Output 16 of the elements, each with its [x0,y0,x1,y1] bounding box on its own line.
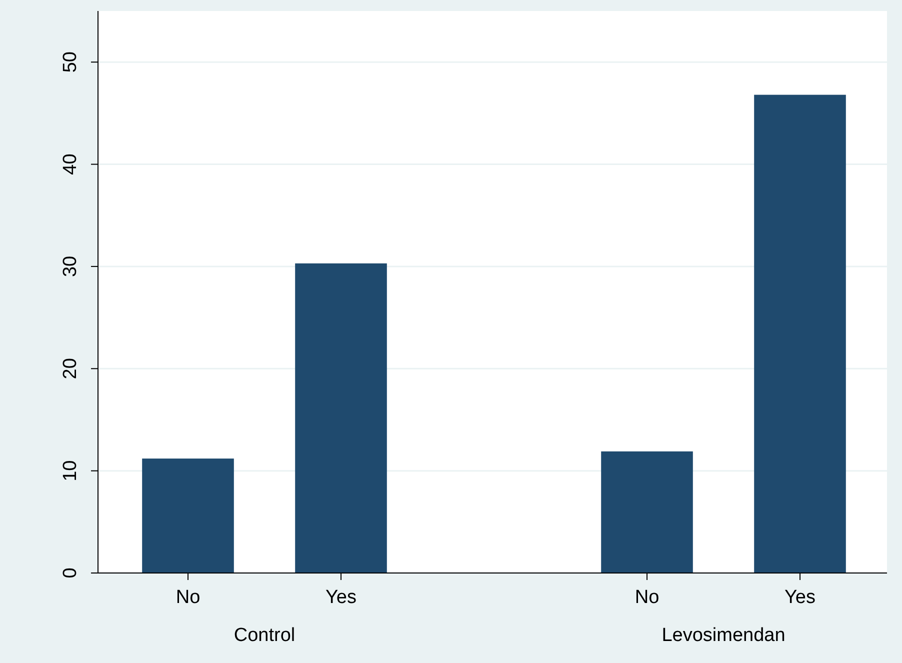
y-tick-label: 10 [60,460,81,482]
x-tick-label: No [176,587,200,608]
text: Control [234,625,296,646]
x-tick-label: No [634,587,660,608]
y-tick-label: 0 [60,568,81,578]
x-tick-label: Yes [326,587,356,608]
bar [142,458,234,573]
y-tick-label: 50 [60,52,81,73]
x-tick-label: Yes [784,587,816,608]
bar [601,451,693,573]
text: Levosimendan [662,625,786,646]
y-tick-label: 40 [60,154,81,175]
y-tick-label: 30 [60,256,81,278]
bar [754,94,846,573]
y-tick-label: 20 [60,358,81,380]
bar [295,263,387,573]
